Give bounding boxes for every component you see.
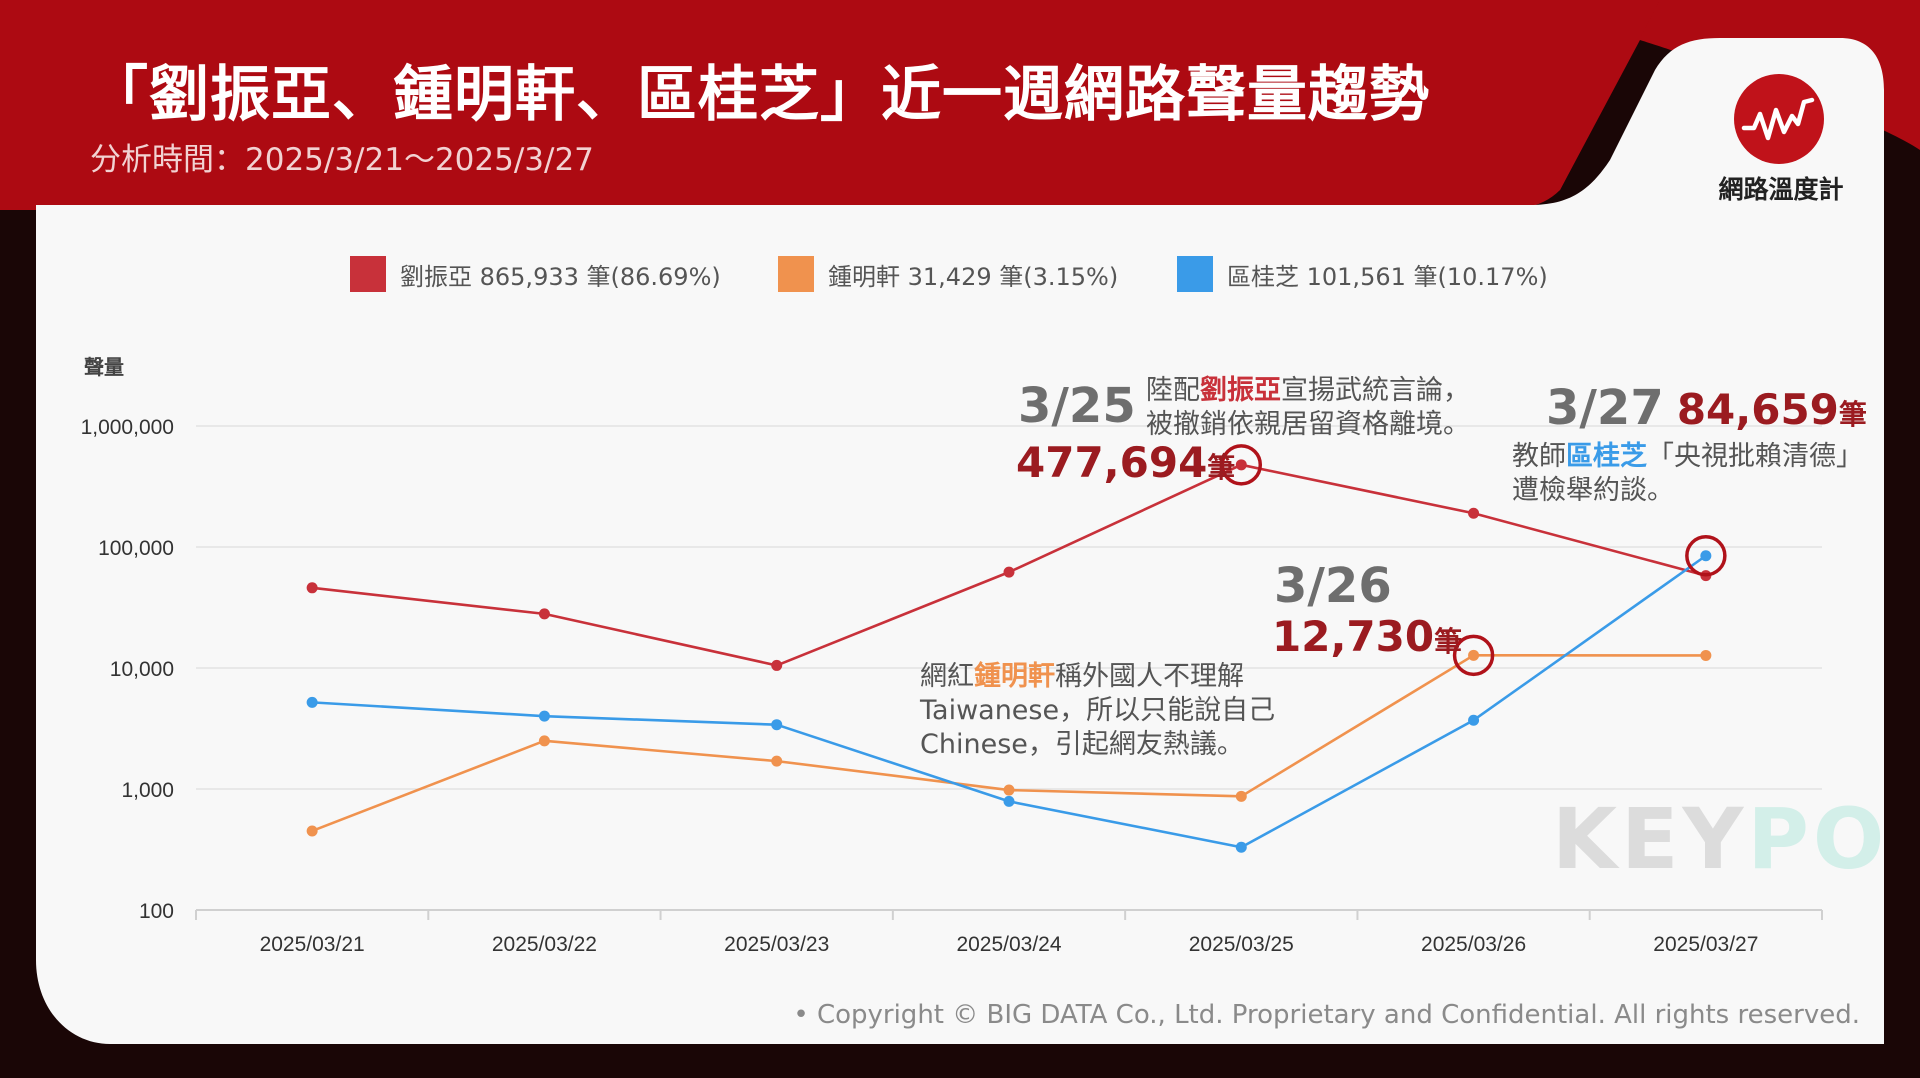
data-point bbox=[1468, 649, 1480, 661]
data-point bbox=[306, 825, 318, 837]
data-point bbox=[1235, 841, 1247, 853]
annotation-value-0325: 477,694筆 bbox=[1016, 438, 1235, 487]
annotation-value: 12,730 bbox=[1272, 612, 1435, 661]
legend-label: 鍾明軒 31,429 筆(3.15%) bbox=[828, 262, 1119, 291]
annotation-note-zhong: 網紅鍾明軒稱外國人不理解 Taiwanese，所以只能說自己 Chinese，引… bbox=[920, 660, 1275, 762]
annotation-unit: 筆 bbox=[1838, 398, 1867, 431]
data-point bbox=[1468, 507, 1480, 519]
analysis-period: 分析時間：2025/3/21～2025/3/27 bbox=[90, 142, 594, 178]
data-point bbox=[1235, 790, 1247, 802]
data-point bbox=[1003, 566, 1015, 578]
data-point bbox=[1700, 550, 1712, 562]
y-tick-label: 1,000 bbox=[121, 779, 174, 802]
data-point bbox=[538, 710, 550, 722]
data-point bbox=[306, 582, 318, 594]
note-line: Chinese，引起網友熱議。 bbox=[920, 729, 1244, 760]
data-point bbox=[306, 696, 318, 708]
highlight-name-zhong: 鍾明軒 bbox=[974, 661, 1055, 692]
legend-swatch bbox=[778, 256, 814, 292]
data-point bbox=[1700, 649, 1712, 661]
highlight-name-liu: 劉振亞 bbox=[1200, 375, 1281, 406]
y-axis-label: 聲量 bbox=[84, 355, 124, 379]
data-point bbox=[771, 755, 783, 767]
note-line: 遭檢舉約談。 bbox=[1512, 475, 1674, 506]
annotation-unit: 筆 bbox=[1207, 451, 1236, 484]
x-tick-label: 2025/03/27 bbox=[1653, 933, 1758, 956]
y-tick-label: 100,000 bbox=[98, 537, 174, 560]
note-line: 教師區桂芝「央視批賴清德」 bbox=[1512, 441, 1863, 472]
note-line: Taiwanese，所以只能說自己 bbox=[920, 695, 1276, 726]
annotation-head-0327: 3/27 84,659筆 bbox=[1546, 380, 1867, 436]
y-tick-label: 10,000 bbox=[110, 658, 174, 681]
data-point bbox=[771, 719, 783, 731]
x-tick-label: 2025/03/25 bbox=[1189, 933, 1294, 956]
legend-item-zhong: 鍾明軒 31,429 筆(3.15%) bbox=[778, 256, 1118, 292]
watermark-key: KEY bbox=[1552, 790, 1748, 888]
x-tick-label: 2025/03/23 bbox=[724, 933, 829, 956]
x-tick-label: 2025/03/24 bbox=[956, 933, 1061, 956]
series-line-0 bbox=[311, 463, 1707, 667]
annotation-value: 477,694 bbox=[1016, 438, 1208, 487]
legend-swatch bbox=[350, 256, 386, 292]
highlight-ring bbox=[1220, 444, 1263, 486]
highlight-ring bbox=[1685, 535, 1727, 577]
data-point bbox=[538, 735, 550, 747]
highlight-ring bbox=[1452, 634, 1495, 677]
data-point bbox=[771, 659, 783, 671]
annotation-value-0326: 12,730筆 bbox=[1272, 612, 1462, 661]
keypo-watermark: KEYPO bbox=[1552, 790, 1888, 888]
brand-name: 網路溫度計 bbox=[1718, 175, 1844, 204]
annotation-date-0325: 3/25 bbox=[1018, 378, 1136, 434]
data-point bbox=[1003, 795, 1015, 807]
note-line: 被撤銷依親居留資格離境。 bbox=[1146, 409, 1470, 440]
annotation-note-ou: 教師區桂芝「央視批賴清德」 遭檢舉約談。 bbox=[1512, 440, 1863, 508]
note-line: 網紅鍾明軒稱外國人不理解 bbox=[920, 661, 1244, 692]
data-point bbox=[1468, 714, 1480, 726]
annotation-unit: 筆 bbox=[1434, 625, 1463, 658]
annotation-note-liu: 陸配劉振亞宣揚武統言論， 被撤銷依親居留資格離境。 bbox=[1146, 374, 1470, 442]
annotation-date-0326: 3/26 bbox=[1274, 558, 1392, 614]
heartbeat-chart-icon bbox=[1734, 74, 1824, 164]
y-tick-label: 100 bbox=[139, 900, 174, 923]
watermark-po: PO bbox=[1747, 790, 1889, 888]
legend-label: 區桂芝 101,561 筆(10.17%) bbox=[1227, 262, 1548, 291]
x-tick-label: 2025/03/26 bbox=[1421, 933, 1526, 956]
y-tick-label: 1,000,000 bbox=[81, 416, 174, 439]
annotation-value: 84,659 bbox=[1676, 385, 1839, 434]
page-title: 「劉振亞、鍾明軒、區桂芝」近一週網路聲量趨勢 bbox=[88, 60, 1430, 130]
annotation-date-0327: 3/27 bbox=[1546, 380, 1664, 436]
legend-swatch bbox=[1177, 256, 1213, 292]
copyright-footer: • Copyright © BIG DATA Co., Ltd. Proprie… bbox=[793, 1000, 1860, 1030]
legend-item-ou: 區桂芝 101,561 筆(10.17%) bbox=[1177, 256, 1548, 292]
x-tick-label: 2025/03/22 bbox=[492, 933, 597, 956]
x-tick-label: 2025/03/21 bbox=[260, 933, 365, 956]
legend-item-liu: 劉振亞 865,933 筆(86.69%) bbox=[350, 256, 721, 292]
data-point bbox=[1235, 459, 1247, 471]
data-point bbox=[1003, 784, 1015, 796]
data-point bbox=[538, 608, 550, 620]
note-line: 陸配劉振亞宣揚武統言論， bbox=[1146, 375, 1470, 406]
highlight-name-ou: 區桂芝 bbox=[1566, 441, 1647, 472]
legend-label: 劉振亞 865,933 筆(86.69%) bbox=[400, 262, 721, 291]
